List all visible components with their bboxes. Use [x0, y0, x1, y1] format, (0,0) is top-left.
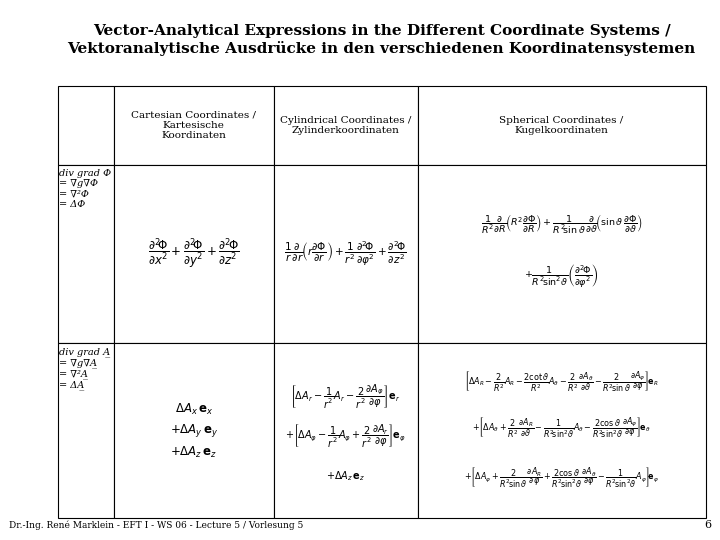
Text: Vector-Analytical Expressions in the Different Coordinate Systems /
Vektoranalyt: Vector-Analytical Expressions in the Dif… — [68, 24, 696, 56]
Bar — [274, 165, 418, 343]
Bar — [274, 86, 418, 165]
Bar — [418, 165, 706, 343]
Text: $\dfrac{1}{r}\dfrac{\partial}{\partial r}\!\left(r\dfrac{\partial\Phi}{\partial : $\dfrac{1}{r}\dfrac{\partial}{\partial r… — [284, 239, 407, 268]
Text: $+\left[\Delta A_\vartheta + \dfrac{2}{R^2}\dfrac{\partial A_R}{\partial\varthet: $+\left[\Delta A_\vartheta + \dfrac{2}{R… — [472, 416, 651, 440]
Text: Dr.-Ing. René Marklein - EFT I - WS 06 - Lecture 5 / Vorlesung 5: Dr.-Ing. René Marklein - EFT I - WS 06 -… — [9, 521, 303, 530]
Text: $+\Delta A_y\,\mathbf{e}_y$: $+\Delta A_y\,\mathbf{e}_y$ — [170, 422, 217, 439]
Text: $\left[\Delta A_r - \dfrac{1}{r^2}A_r - \dfrac{2}{r^2}\dfrac{\partial A_\varphi}: $\left[\Delta A_r - \dfrac{1}{r^2}A_r - … — [290, 383, 401, 410]
Text: $\dfrac{1}{R^2}\dfrac{\partial}{\partial R}\!\left(R^2\dfrac{\partial\Phi}{\part: $\dfrac{1}{R^2}\dfrac{\partial}{\partial… — [480, 212, 643, 236]
Bar — [58, 343, 114, 518]
Bar — [418, 343, 706, 518]
Text: div grad Φ
= ∇g∇Φ
= ∇²Φ
= ΔΦ: div grad Φ = ∇g∇Φ = ∇²Φ = ΔΦ — [59, 169, 111, 209]
Text: $+\Delta A_z\,\mathbf{e}_z$: $+\Delta A_z\,\mathbf{e}_z$ — [170, 445, 217, 460]
Bar — [418, 86, 706, 165]
Text: $\left[\Delta A_R - \dfrac{2}{R^2}A_R - \dfrac{2\cot\vartheta}{R^2}A_\vartheta -: $\left[\Delta A_R - \dfrac{2}{R^2}A_R - … — [464, 370, 659, 394]
Text: Cylindrical Coordinates /
Zylinderkoordinaten: Cylindrical Coordinates / Zylinderkoordi… — [280, 116, 411, 135]
Text: Spherical Coordinates /
Kugelkoordinaten: Spherical Coordinates / Kugelkoordinaten — [500, 116, 624, 135]
Text: $+\Delta A_z\,\mathbf{e}_z$: $+\Delta A_z\,\mathbf{e}_z$ — [326, 470, 365, 483]
Bar — [114, 165, 274, 343]
Text: $+\dfrac{1}{R^2\!\sin^2\!\vartheta}\left(\dfrac{\partial^2\!\Phi}{\partial\varph: $+\dfrac{1}{R^2\!\sin^2\!\vartheta}\left… — [524, 262, 599, 289]
Text: 6: 6 — [704, 520, 711, 530]
Bar — [114, 343, 274, 518]
Bar — [274, 343, 418, 518]
Text: $\Delta A_x\,\mathbf{e}_x$: $\Delta A_x\,\mathbf{e}_x$ — [174, 402, 213, 416]
Text: Cartesian Coordinates /
Kartesische
Koordinaten: Cartesian Coordinates / Kartesische Koor… — [131, 111, 256, 140]
Text: div grad A̲
= ∇g∇A̲
= ∇²A̲
= ΔA̲: div grad A̲ = ∇g∇A̲ = ∇²A̲ = ΔA̲ — [59, 347, 110, 390]
Text: $\dfrac{\partial^2\!\Phi}{\partial x^2}+\dfrac{\partial^2\!\Phi}{\partial y^2}+\: $\dfrac{\partial^2\!\Phi}{\partial x^2}+… — [148, 237, 239, 271]
Text: $+\left[\Delta A_\varphi + \dfrac{2}{R^2\!\sin\vartheta}\dfrac{\partial A_R}{\pa: $+\left[\Delta A_\varphi + \dfrac{2}{R^2… — [464, 464, 659, 489]
Bar — [114, 86, 274, 165]
Bar — [58, 86, 114, 165]
Bar — [58, 165, 114, 343]
Text: $+\left[\Delta A_\varphi - \dfrac{1}{r^2}A_\varphi + \dfrac{2}{r^2}\dfrac{\parti: $+\left[\Delta A_\varphi - \dfrac{1}{r^2… — [285, 422, 406, 449]
